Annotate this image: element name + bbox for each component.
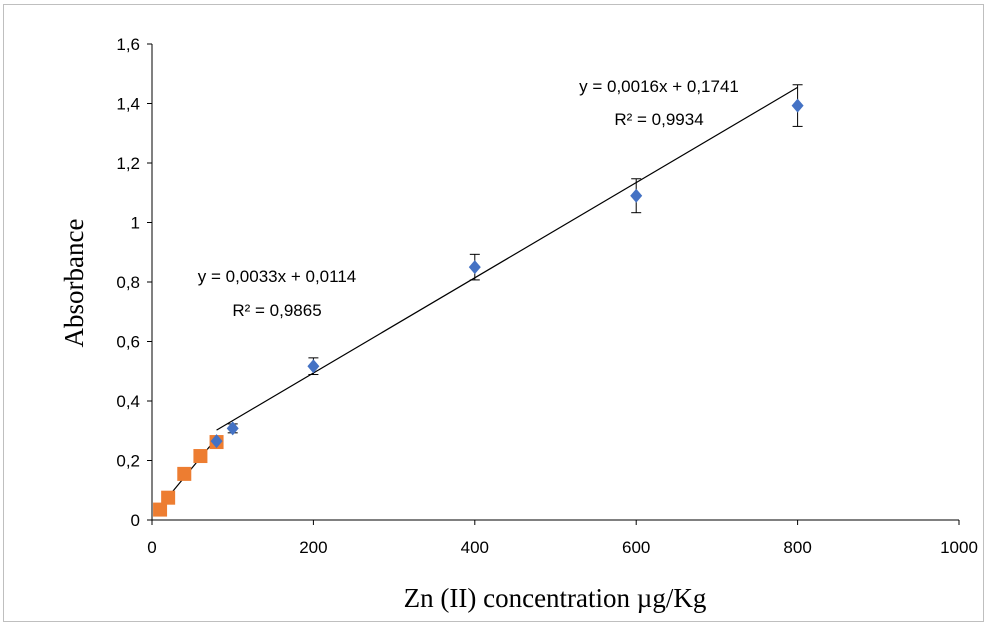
trendline-r2-2: R² = 0,9934: [614, 110, 703, 129]
y-tick-label: 0: [131, 511, 140, 530]
data-point-diamond: [210, 434, 223, 449]
trendline-equation-1: y = 0,0033x + 0,0114: [198, 267, 356, 286]
y-tick-label: 0,2: [116, 452, 140, 471]
y-tick-label: 1,4: [116, 95, 140, 114]
y-tick-label: 1: [131, 214, 140, 233]
trendline-equation-2: y = 0,0016x + 0,1741: [579, 77, 739, 96]
data-point-diamond: [226, 421, 239, 436]
y-tick-label: 1,6: [116, 35, 140, 54]
y-tick-label: 0,8: [116, 273, 140, 292]
data-point-square: [161, 490, 176, 505]
data-point-diamond: [468, 260, 481, 275]
ticks: 0 200 400 600 800 1000 0 0,2 0,4 0,6 0,8 1 1,2 1,4 1,6: [116, 35, 978, 557]
y-tick-label: 1,2: [116, 154, 140, 173]
data-point-diamond: [630, 188, 643, 203]
x-tick-label: 1000: [940, 538, 978, 557]
trendline-r2-1: R² = 0,9865: [232, 301, 321, 320]
y-tick-label: 0,6: [116, 333, 140, 352]
x-tick-label: 400: [461, 538, 489, 557]
data-points: [153, 98, 804, 517]
error-bars: [211, 84, 803, 445]
y-axis-title: Absorbance: [59, 219, 89, 348]
chart-frame: [3, 4, 984, 622]
trendline-2: [216, 86, 798, 431]
data-point-diamond: [307, 359, 320, 374]
x-tick-label: 0: [147, 538, 156, 557]
data-point-square: [177, 466, 192, 481]
x-tick-label: 800: [783, 538, 811, 557]
x-axis-title: Zn (II) concentration µg/Kg: [404, 583, 707, 613]
data-point-square: [153, 502, 168, 517]
trendlines: [159, 86, 798, 508]
y-tick-label: 0,4: [116, 392, 140, 411]
data-point-diamond: [791, 98, 804, 113]
x-tick-label: 600: [622, 538, 650, 557]
data-point-square: [193, 449, 208, 464]
x-tick-label: 200: [299, 538, 327, 557]
